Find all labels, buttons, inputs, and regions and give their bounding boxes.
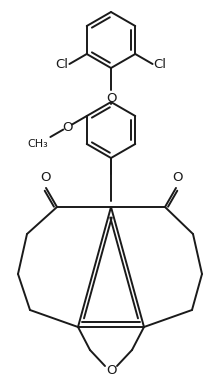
Text: Cl: Cl	[56, 58, 68, 71]
Text: CH₃: CH₃	[28, 139, 48, 149]
Text: O: O	[106, 363, 116, 376]
Text: O: O	[62, 120, 73, 134]
Text: Cl: Cl	[154, 58, 166, 71]
Text: O: O	[106, 91, 116, 105]
Text: O: O	[40, 171, 50, 184]
Text: O: O	[172, 171, 182, 184]
